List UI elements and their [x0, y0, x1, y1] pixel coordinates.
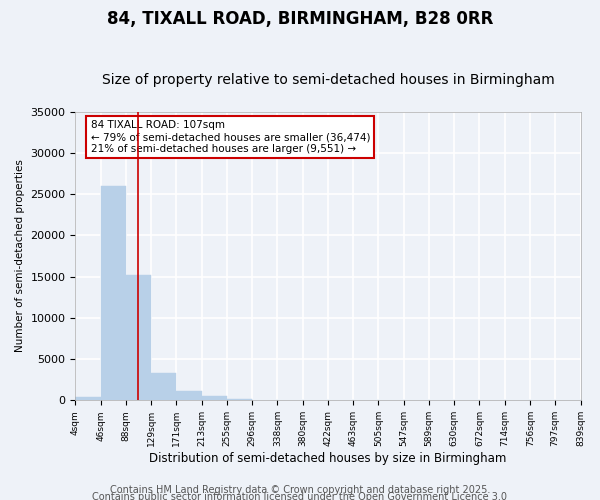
- Text: Contains HM Land Registry data © Crown copyright and database right 2025.: Contains HM Land Registry data © Crown c…: [110, 485, 490, 495]
- Text: 84, TIXALL ROAD, BIRMINGHAM, B28 0RR: 84, TIXALL ROAD, BIRMINGHAM, B28 0RR: [107, 10, 493, 28]
- X-axis label: Distribution of semi-detached houses by size in Birmingham: Distribution of semi-detached houses by …: [149, 452, 506, 465]
- Bar: [151, 373, 176, 400]
- Bar: [101, 186, 126, 400]
- Bar: [76, 397, 101, 400]
- Bar: [126, 275, 151, 400]
- Text: Contains public sector information licensed under the Open Government Licence 3.: Contains public sector information licen…: [92, 492, 508, 500]
- Bar: [227, 398, 252, 400]
- Bar: [176, 392, 202, 400]
- Text: 84 TIXALL ROAD: 107sqm
← 79% of semi-detached houses are smaller (36,474)
21% of: 84 TIXALL ROAD: 107sqm ← 79% of semi-det…: [91, 120, 370, 154]
- Bar: [202, 396, 227, 400]
- Title: Size of property relative to semi-detached houses in Birmingham: Size of property relative to semi-detach…: [101, 73, 554, 87]
- Y-axis label: Number of semi-detached properties: Number of semi-detached properties: [15, 160, 25, 352]
